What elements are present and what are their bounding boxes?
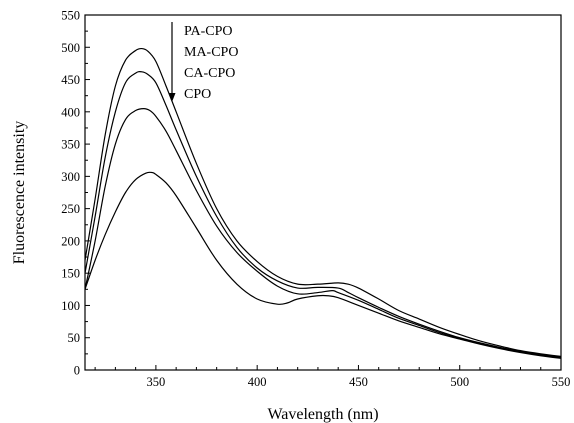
x-tick-label: 450 [349,375,368,389]
y-tick-label: 550 [61,9,80,23]
y-axis: 0 50 100 150 200 250 300 350 400 450 500 550 [61,9,90,378]
x-tick-label: 550 [552,375,571,389]
x-axis: 350 400 450 500 550 [94,365,571,389]
y-tick-label: 300 [61,170,80,184]
legend-entry: CA-CPO [184,66,235,81]
x-tick-label: 350 [147,375,166,389]
y-tick-label: 200 [61,234,80,248]
y-tick-label: 150 [61,267,80,281]
y-tick-label: 50 [68,331,81,345]
y-tick-label: 350 [61,138,80,152]
y-axis-label: Fluorescence intensity [11,121,28,265]
x-tick-label: 400 [248,375,267,389]
legend-entry: CPO [184,87,211,102]
y-tick-label: 100 [61,299,80,313]
y-tick-label: 0 [74,364,80,378]
y-tick-label: 400 [61,105,80,119]
series-line-ma-cpo [85,71,561,358]
legend-entry: PA-CPO [184,24,233,39]
y-tick-label: 500 [61,41,80,55]
series-lines [85,47,561,359]
y-tick-label: 450 [61,73,80,87]
legend: PA-CPO MA-CPO CA-CPO CPO [168,22,238,102]
series-line-cpo [85,171,561,359]
x-axis-label: Wavelength (nm) [267,406,378,423]
x-tick-label: 500 [450,375,469,389]
series-line-ca-cpo [85,107,561,359]
series-line-pa-cpo [85,47,561,358]
legend-entry: MA-CPO [184,45,238,60]
legend-arrow-head [168,93,176,102]
y-tick-label: 250 [61,202,80,216]
plot-frame [84,14,562,371]
